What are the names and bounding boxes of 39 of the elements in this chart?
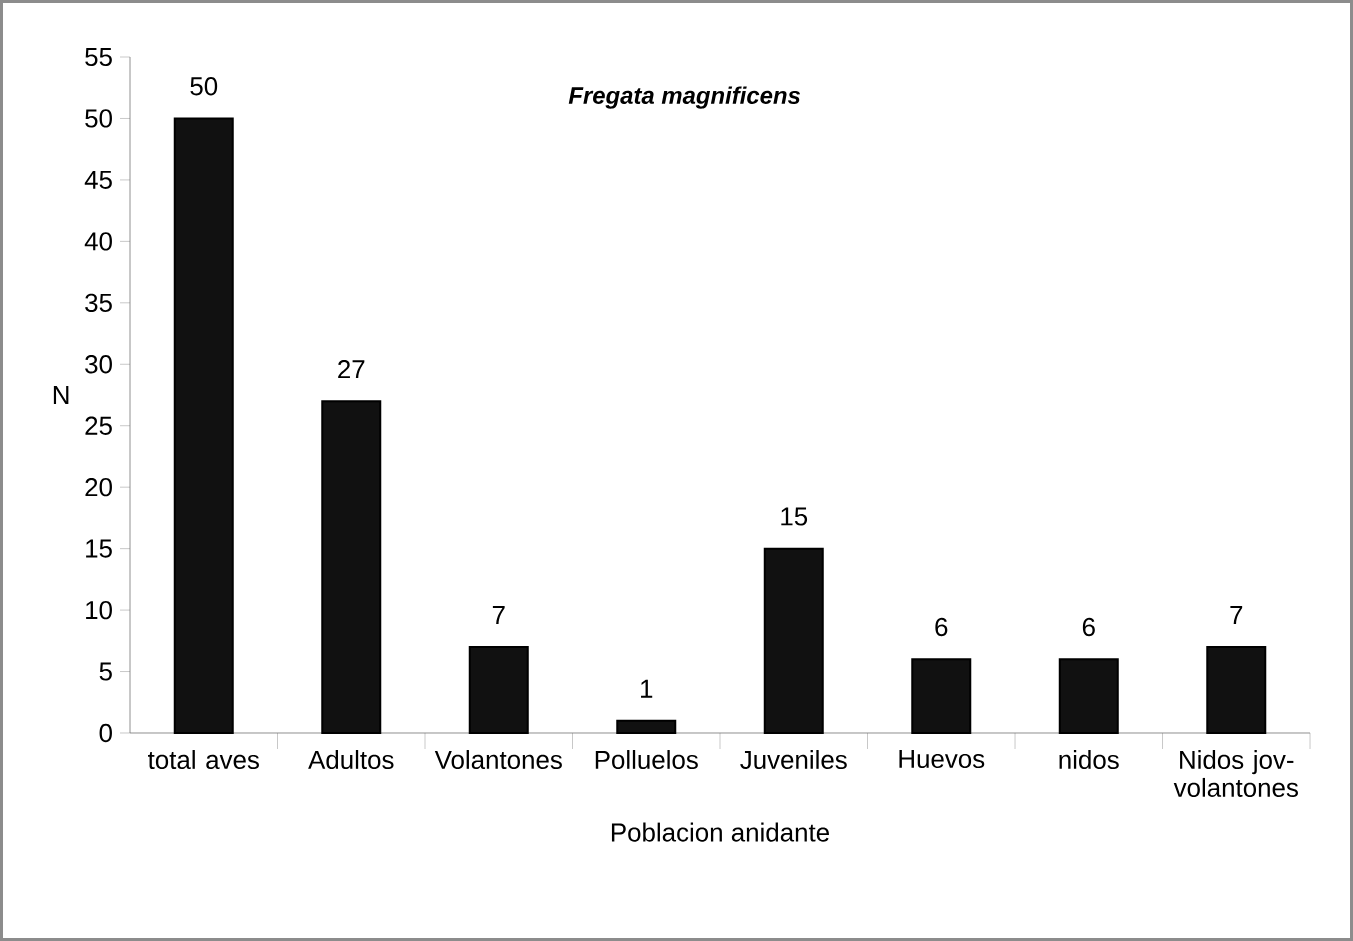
y-tick-label: 15 xyxy=(86,539,112,558)
y-tick-label: 10 xyxy=(86,600,112,620)
y-tick-label: 55 xyxy=(85,47,112,67)
bar xyxy=(173,117,234,734)
y-axis-title: N xyxy=(53,386,69,404)
x-axis-title: Poblacion anidante xyxy=(611,822,829,842)
data-label: 50 xyxy=(190,77,218,96)
bar xyxy=(1058,658,1119,734)
data-label: 6 xyxy=(935,617,948,637)
x-tick-label: nidos xyxy=(1059,750,1119,770)
y-tick-label: 45 xyxy=(84,170,112,189)
data-label: 15 xyxy=(781,507,808,526)
y-tick-label: 5 xyxy=(99,662,112,681)
bar xyxy=(1206,645,1267,734)
x-tick-label: Volantones xyxy=(434,750,562,770)
x-tick-label: Juveniles xyxy=(740,750,847,770)
x-tick-label: Adultos xyxy=(308,750,394,770)
data-label: 7 xyxy=(492,606,505,624)
x-tick-label: Huevos xyxy=(899,750,985,769)
y-tick-label: 30 xyxy=(85,355,112,374)
data-label: 1 xyxy=(641,679,653,698)
y-tick-label: 25 xyxy=(85,416,112,435)
bar xyxy=(911,658,972,734)
bar xyxy=(321,400,382,734)
y-tick-label: 0 xyxy=(99,723,112,743)
data-label: 6 xyxy=(1082,617,1095,637)
bar xyxy=(763,547,824,734)
text: Fregata magnificens xyxy=(568,86,801,109)
x-tick-label: total aves xyxy=(148,750,259,770)
bar xyxy=(616,719,677,734)
y-tick-label: 50 xyxy=(85,109,112,128)
y-tick-label: 35 xyxy=(85,293,112,312)
bar xyxy=(468,645,529,734)
data-label: 27 xyxy=(338,360,365,379)
y-tick-label: 40 xyxy=(84,232,112,251)
y-tick-label: 20 xyxy=(85,478,112,497)
data-label: 7 xyxy=(1230,606,1243,624)
x-tick-label: Polluelos xyxy=(595,750,698,770)
x-tick-label: Nidos jov-volantones xyxy=(1173,750,1298,797)
